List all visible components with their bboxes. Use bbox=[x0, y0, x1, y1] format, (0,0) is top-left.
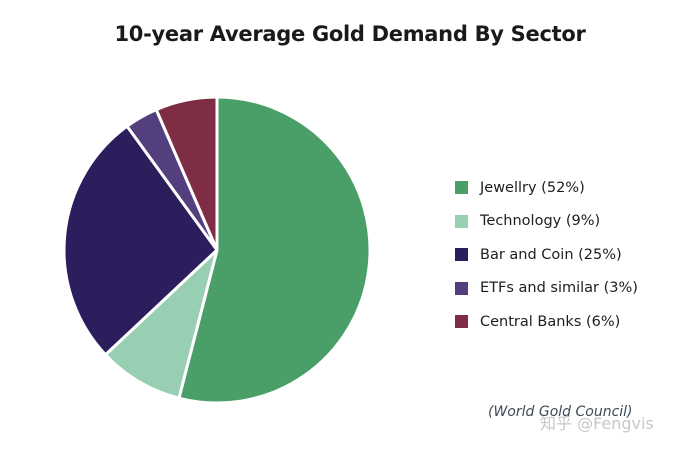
chart-title: 10-year Average Gold Demand By Sector bbox=[114, 22, 586, 46]
legend-swatch-central-banks bbox=[455, 315, 468, 329]
legend-label-etfs: ETFs and similar (3%) bbox=[480, 280, 638, 297]
pie-slice-jewellry bbox=[177, 95, 372, 405]
legend-item-jewellry: Jewellry (52%) bbox=[455, 171, 695, 205]
legend-swatch-jewellry bbox=[455, 181, 468, 195]
legend-item-etfs: ETFs and similar (3%) bbox=[455, 272, 695, 306]
pie-slice-technology bbox=[103, 248, 219, 400]
legend-label-jewellry: Jewellry (52%) bbox=[480, 179, 585, 196]
legend-label-central-banks: Central Banks (6%) bbox=[480, 313, 621, 330]
legend-item-technology: Technology (9%) bbox=[455, 205, 695, 239]
legend-label-bar-and-coin: Bar and Coin (25%) bbox=[480, 246, 622, 263]
pie-slice-central-banks bbox=[154, 95, 219, 252]
legend-label-technology: Technology (9%) bbox=[480, 213, 601, 230]
pie-slice-bar-and-coin bbox=[62, 124, 219, 357]
legend: Jewellry (52%) Technology (9%) Bar and C… bbox=[455, 171, 695, 339]
legend-item-central-banks: Central Banks (6%) bbox=[455, 305, 695, 339]
legend-item-bar-and-coin: Bar and Coin (25%) bbox=[455, 238, 695, 272]
legend-swatch-technology bbox=[455, 214, 468, 228]
watermark: 知乎 @Fengvis bbox=[540, 414, 654, 433]
pie-slices bbox=[62, 95, 372, 405]
legend-swatch-etfs bbox=[455, 281, 468, 295]
legend-swatch-bar-and-coin bbox=[455, 248, 468, 262]
source-note: (World Gold Council) bbox=[488, 404, 633, 420]
